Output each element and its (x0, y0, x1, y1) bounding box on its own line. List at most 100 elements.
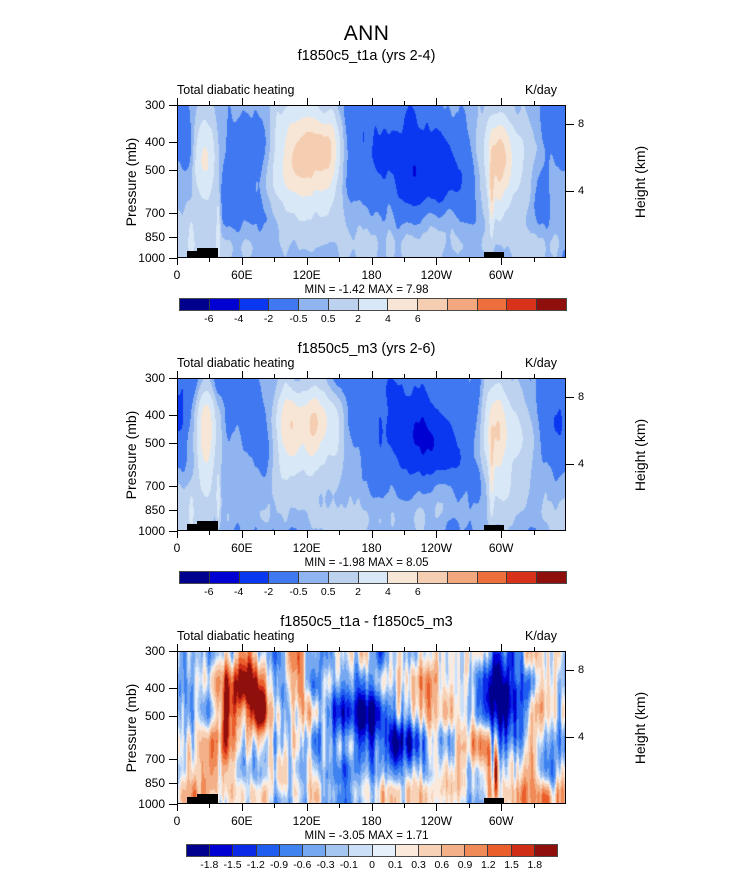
y-axis-title: Pressure (mb) (123, 137, 139, 226)
x-tick-label: 0 (173, 814, 181, 828)
colorbar (179, 298, 567, 311)
x-top-tick-mark (501, 98, 503, 105)
field-layer (178, 379, 565, 530)
x-tick-mark (501, 258, 503, 265)
panel-title: f1850c5_t1a (yrs 2-4) (297, 48, 436, 64)
x-tick-mark (306, 258, 308, 265)
colorbar-cell (447, 299, 478, 310)
y2-axis-title: Height (km) (632, 145, 648, 218)
y-tick-mark (169, 212, 177, 214)
colorbar-cell (349, 845, 373, 856)
x-minor-top-tick-mark (339, 101, 341, 105)
x-tick-mark (241, 258, 243, 265)
x-tick-mark (241, 804, 243, 811)
y-tick-mark (169, 687, 177, 689)
colorbar-tick-label: 0.6 (434, 859, 450, 871)
colorbar-tick-label: -1.5 (223, 859, 242, 871)
x-minor-tick-mark (209, 258, 211, 262)
x-top-tick-mark (306, 98, 308, 105)
min-max-annotation: MIN = -1.42 MAX = 7.98 (304, 284, 429, 296)
y-tick-mark (169, 531, 177, 532)
colorbar-cell (279, 845, 303, 856)
colorbar-tick-label: -4 (234, 586, 244, 598)
colorbar-cell (477, 299, 508, 310)
x-tick-label: 180 (361, 814, 382, 828)
y-tick-label: 1000 (138, 251, 165, 265)
y-axis-title: Pressure (mb) (123, 410, 139, 499)
colorbar-cell (180, 572, 210, 583)
y2-tick-label: 4 (578, 731, 585, 744)
x-minor-top-tick-mark (339, 647, 341, 651)
x-minor-top-tick-mark (403, 647, 405, 651)
y2-axis-title: Height (km) (632, 691, 648, 764)
y2-tick-mark (566, 464, 574, 466)
y2-tick-label: 8 (578, 664, 585, 677)
colorbar-tick-label: 2 (355, 586, 361, 598)
x-minor-tick-mark (274, 804, 276, 808)
x-tick-mark (306, 531, 308, 538)
colorbar-cell (388, 299, 419, 310)
colorbar-tick-label: 0.5 (320, 586, 336, 598)
x-minor-tick-mark (468, 804, 470, 808)
x-tick-label: 0 (173, 541, 181, 555)
y-tick-mark (169, 258, 177, 259)
colorbar-tick-label: -1.8 (200, 859, 219, 871)
colorbar-cell (488, 845, 512, 856)
x-minor-tick-mark (209, 804, 211, 808)
x-minor-top-tick-mark (274, 374, 276, 378)
colorbar-cell (372, 845, 396, 856)
x-tick-label: 180 (361, 541, 382, 555)
plot-area (177, 378, 566, 531)
x-tick-mark (436, 531, 438, 538)
colorbar-cell (507, 572, 538, 583)
y-tick-label: 850 (144, 776, 165, 791)
x-tick-label: 120E (292, 814, 321, 828)
colorbar-cell (418, 845, 443, 856)
colorbar-tick-label: 0 (369, 859, 375, 871)
x-tick-label: 60E (231, 268, 253, 282)
x-top-tick-mark (501, 644, 503, 651)
colorbar-cell (328, 299, 359, 310)
x-top-tick-mark (177, 371, 178, 378)
min-max-annotation: MIN = -3.05 MAX = 1.71 (304, 830, 429, 842)
x-top-tick-mark (371, 98, 373, 105)
x-tick-mark (177, 258, 178, 265)
y2-tick-label: 4 (578, 458, 585, 471)
x-top-tick-mark (501, 371, 503, 378)
y-tick-mark (169, 651, 177, 652)
y2-tick-mark (566, 191, 574, 193)
colorbar-tick-label: -1.2 (246, 859, 265, 871)
x-tick-mark (501, 531, 503, 538)
colorbar-cell (187, 845, 211, 856)
colorbar-cell (209, 299, 240, 310)
x-top-tick-mark (436, 371, 438, 378)
y2-axis-title: Height (km) (632, 418, 648, 491)
y-tick-label: 700 (144, 205, 165, 220)
figure-title: ANN (343, 22, 390, 45)
colorbar-tick-label: 2 (355, 313, 361, 325)
y-tick-label: 500 (144, 162, 165, 177)
y-tick-mark (169, 758, 177, 760)
colorbar-tick-label: -4 (234, 313, 244, 325)
colorbar-tick-label: 6 (414, 313, 421, 325)
x-top-tick-mark (371, 644, 373, 651)
y2-tick-mark (566, 397, 574, 399)
x-tick-label: 120W (420, 268, 453, 282)
x-minor-top-tick-mark (403, 101, 405, 105)
x-tick-mark (501, 804, 503, 811)
colorbar-tick-label: 4 (385, 586, 391, 598)
y2-tick-mark (566, 124, 574, 126)
colorbar-cell (477, 572, 508, 583)
x-minor-top-tick-mark (209, 101, 211, 105)
colorbar-cell (299, 572, 329, 583)
topography-mask (484, 524, 504, 530)
contour-field (178, 106, 565, 257)
contour-field (178, 652, 565, 803)
y-tick-mark (169, 105, 177, 106)
x-tick-label: 60E (231, 814, 253, 828)
x-minor-tick-mark (209, 531, 211, 535)
y-tick-label: 300 (144, 644, 165, 658)
x-top-tick-mark (177, 644, 178, 651)
x-minor-tick-mark (403, 258, 405, 262)
panel-variable-label: Total diabatic heating (177, 83, 295, 97)
